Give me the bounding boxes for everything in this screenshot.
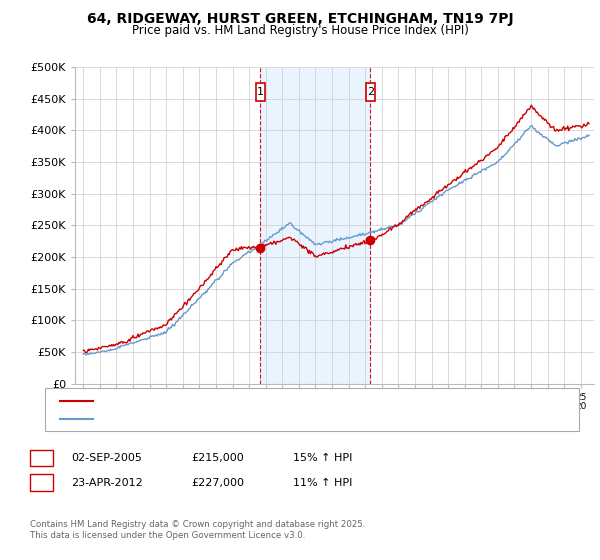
- Text: Price paid vs. HM Land Registry's House Price Index (HPI): Price paid vs. HM Land Registry's House …: [131, 24, 469, 37]
- FancyBboxPatch shape: [365, 83, 375, 101]
- Text: Contains HM Land Registry data © Crown copyright and database right 2025.
This d: Contains HM Land Registry data © Crown c…: [30, 520, 365, 540]
- Text: 64, RIDGEWAY, HURST GREEN, ETCHINGHAM, TN19 7PJ (semi-detached house): 64, RIDGEWAY, HURST GREEN, ETCHINGHAM, T…: [99, 396, 484, 406]
- Text: 1: 1: [38, 453, 45, 463]
- Text: 2: 2: [367, 87, 374, 97]
- Text: 02-SEP-2005: 02-SEP-2005: [71, 453, 142, 463]
- Text: 11% ↑ HPI: 11% ↑ HPI: [293, 478, 352, 488]
- Text: HPI: Average price, semi-detached house, Rother: HPI: Average price, semi-detached house,…: [99, 414, 339, 424]
- Text: 2: 2: [38, 478, 45, 488]
- FancyBboxPatch shape: [256, 83, 265, 101]
- Text: £227,000: £227,000: [191, 478, 244, 488]
- Text: 15% ↑ HPI: 15% ↑ HPI: [293, 453, 352, 463]
- Text: £215,000: £215,000: [191, 453, 244, 463]
- Text: 23-APR-2012: 23-APR-2012: [71, 478, 143, 488]
- Text: 64, RIDGEWAY, HURST GREEN, ETCHINGHAM, TN19 7PJ: 64, RIDGEWAY, HURST GREEN, ETCHINGHAM, T…: [86, 12, 514, 26]
- Text: 1: 1: [257, 87, 264, 97]
